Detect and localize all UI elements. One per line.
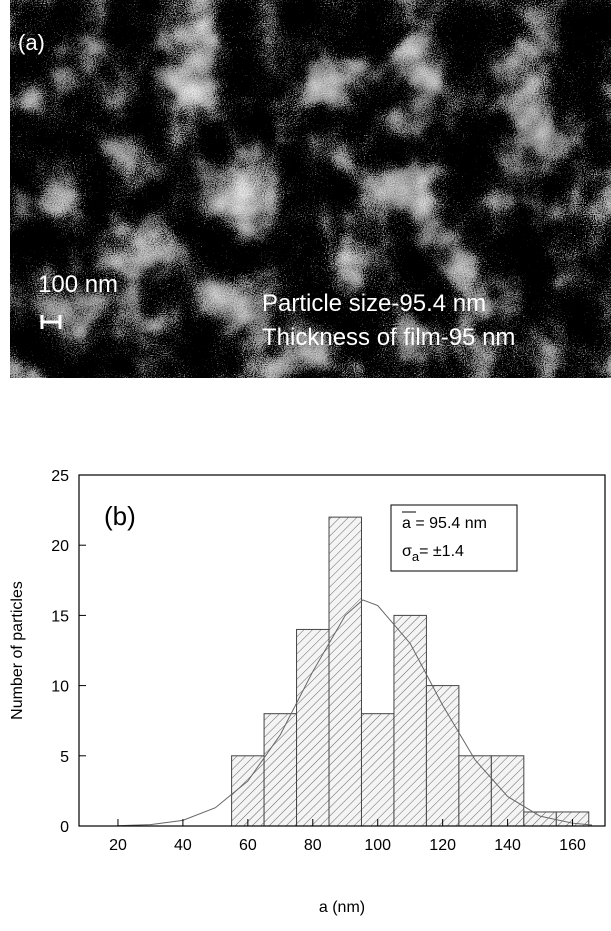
panel-label: (b) [104,501,136,531]
y-tick-label: 15 [51,608,69,625]
tem-image [10,0,611,378]
caption-line: Particle size-95.4 nm [262,290,486,317]
scale-bar-label: 100 nm [38,271,118,298]
bar [360,713,395,827]
legend-box [390,504,518,572]
y-tick-label: 25 [51,468,69,485]
legend-sigma-sub: a [412,549,420,564]
bar [231,755,265,827]
tem-image-panel: (a) 100 nm Particle size-95.4 nm Thickne… [10,0,611,378]
caption-line: Thickness of film-95 nm [262,324,515,351]
x-tick-label: 20 [109,837,127,854]
x-axis-label: a (nm) [319,899,365,916]
bar [425,685,460,827]
x-tick-label: 80 [304,837,322,854]
bar [296,628,330,827]
bar [328,516,362,827]
bar [490,755,525,827]
plot-frame [78,474,606,827]
y-tick-label: 10 [51,679,69,696]
legend-mean-text: = 95.4 nm [411,515,487,532]
x-tick-label: 40 [174,837,192,854]
scale-bar [40,315,62,329]
x-tick-label: 140 [494,837,521,854]
legend-sigma-text: = ±1.4 [419,543,464,560]
panel-label: (a) [18,30,45,55]
y-tick-label: 20 [51,538,69,555]
bar [263,713,298,827]
bar [393,614,427,827]
bar [458,755,492,827]
fit-curve [117,599,593,827]
legend-mean: a = 95.4 nm [402,515,487,532]
x-tick-label: 160 [559,837,586,854]
x-tick-label: 100 [364,837,391,854]
legend-sigma: σa= ±1.4 [402,543,464,564]
legend-mean-symbol: a [402,515,411,532]
legend-sigma-symbol: σ [402,543,412,560]
histogram-chart: 20 40 60 80 100 120 140 160 0 5 10 15 20 25 a (nm) Numb… [9,468,606,916]
y-tick-label: 5 [60,749,69,766]
y-tick-label: 0 [60,819,69,836]
y-axis-label: Number of particles [9,581,26,720]
x-tick-label: 60 [239,837,257,854]
x-tick-label: 120 [429,837,456,854]
